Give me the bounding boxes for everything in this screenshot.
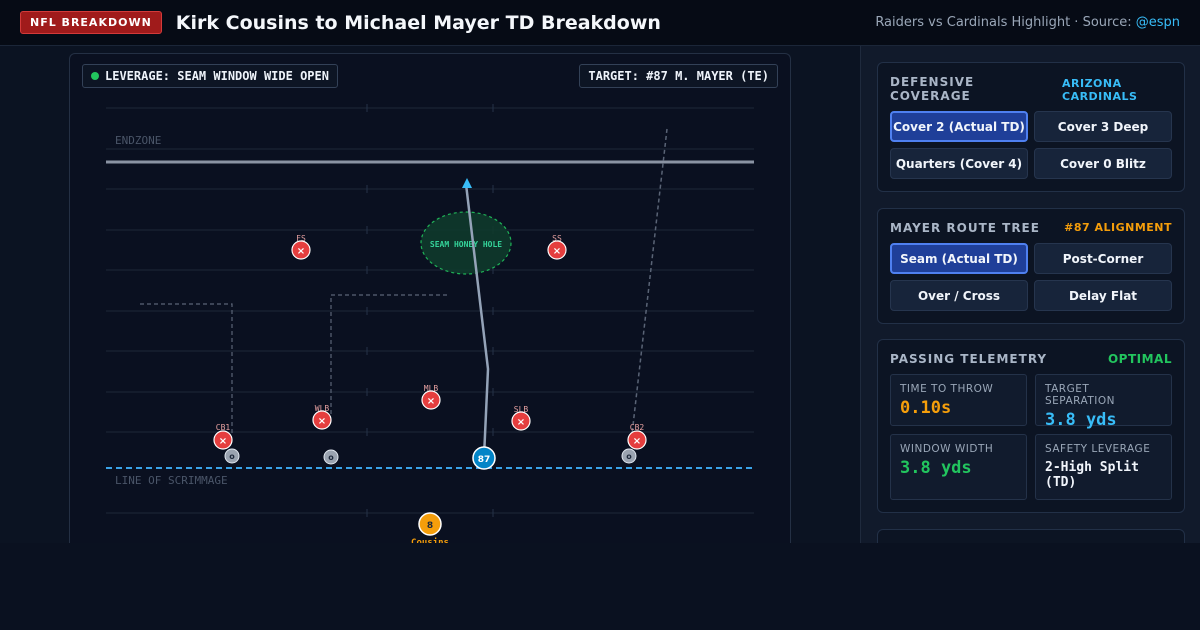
coverage-tag: ARIZONA CARDINALS <box>1062 77 1138 103</box>
coverage-title: DEFENSIVE COVERAGE <box>890 75 975 103</box>
route-card: MAYER ROUTE TREE #87 ALIGNMENT Seam (Act… <box>877 208 1185 324</box>
defender-mark: × <box>427 396 435 407</box>
cb1-zone-path <box>140 303 233 434</box>
defender-mark: × <box>517 417 525 428</box>
metric-window-width: WINDOW WIDTH 3.8 yds <box>890 434 1027 500</box>
hash-marks <box>366 104 494 517</box>
metric-value: 0.10s <box>900 398 952 418</box>
target-chip: TARGET: #87 M. MAYER (TE) <box>579 64 778 88</box>
coverage-option-cover-3[interactable]: Cover 3 Deep <box>1034 111 1172 142</box>
offense-player-right[interactable]: o <box>621 448 637 464</box>
offense-player-inside[interactable]: o <box>323 449 339 465</box>
metric-label: WINDOW WIDTH <box>900 443 994 455</box>
cb2-route-path <box>631 128 668 435</box>
defender-mark: × <box>297 246 305 257</box>
receiver-mayer[interactable]: 87 <box>472 446 496 470</box>
leverage-chip: LEVERAGE: SEAM WINDOW WIDE OPEN <box>82 64 338 88</box>
source-line: Raiders vs Cardinals Highlight · Source:… <box>875 15 1180 30</box>
route-option-seam[interactable]: Seam (Actual TD) <box>890 243 1028 274</box>
page-footer-area <box>0 543 1200 630</box>
defender-fs[interactable]: FS × <box>291 234 311 260</box>
source-link[interactable]: @espn <box>1135 15 1180 30</box>
wlb-zone-path <box>330 294 447 414</box>
defender-mark: × <box>633 436 641 447</box>
seam-zone-label: SEAM HONEY HOLE <box>430 240 502 249</box>
next-card <box>877 529 1185 543</box>
control-panel: DEFENSIVE COVERAGE ARIZONA CARDINALS Cov… <box>860 46 1200 543</box>
source-text: Raiders vs Cardinals Highlight · Source: <box>875 15 1136 30</box>
player-mark: o <box>328 453 334 462</box>
top-bar: NFL BREAKDOWN Kirk Cousins to Michael Ma… <box>0 0 1200 46</box>
play-diagram: ENDZONE LINE OF SCRIMMAGE SEAM HONEY HOL… <box>69 53 791 553</box>
coverage-card: DEFENSIVE COVERAGE ARIZONA CARDINALS Cov… <box>877 62 1185 192</box>
leverage-text: LEVERAGE: SEAM WINDOW WIDE OPEN <box>105 69 329 83</box>
quarterback-cousins[interactable]: 8 Cousins <box>411 512 449 548</box>
defender-label: FS <box>296 234 306 243</box>
metric-time-to-throw: TIME TO THROW 0.10s <box>890 374 1027 426</box>
defender-label: WLB <box>315 404 330 413</box>
offense-player-left[interactable]: o <box>224 448 240 464</box>
defender-label: MLB <box>424 384 439 393</box>
defender-label: SLB <box>514 405 529 414</box>
defender-mark: × <box>219 436 227 447</box>
metric-label: TIME TO THROW <box>900 383 994 395</box>
endzone-label: ENDZONE <box>115 134 161 147</box>
defender-label: CB1 <box>216 423 231 432</box>
route-title: MAYER ROUTE TREE <box>890 221 1040 235</box>
metric-value: 2-High Split (TD) <box>1045 460 1139 490</box>
coverage-option-cover-0[interactable]: Cover 0 Blitz <box>1034 148 1172 179</box>
coverage-option-quarters[interactable]: Quarters (Cover 4) <box>890 148 1028 179</box>
metric-safety-leverage: SAFETY LEVERAGE 2-High Split (TD) <box>1035 434 1172 500</box>
mayer-route <box>464 183 490 458</box>
player-mark: o <box>229 452 235 461</box>
defender-cb1[interactable]: CB1 × <box>213 423 233 450</box>
route-arrow <box>462 178 472 188</box>
telemetry-title: PASSING TELEMETRY <box>890 352 1048 366</box>
route-tag: #87 ALIGNMENT <box>1064 221 1172 234</box>
player-mark: o <box>626 452 632 461</box>
metric-label: TARGET SEPARATION <box>1045 383 1116 407</box>
defender-mlb[interactable]: MLB × <box>421 384 441 410</box>
qb-number: 8 <box>427 521 433 531</box>
field-svg: ENDZONE LINE OF SCRIMMAGE SEAM HONEY HOL… <box>106 104 754 548</box>
los-label: LINE OF SCRIMMAGE <box>115 474 228 487</box>
defender-mark: × <box>553 246 561 257</box>
metric-target-separation: TARGET SEPARATION 3.8 yds <box>1035 374 1172 430</box>
metric-value: 3.8 yds <box>1045 410 1117 430</box>
seam-zone <box>420 211 512 275</box>
metric-value: 3.8 yds <box>900 458 972 478</box>
metric-label: SAFETY LEVERAGE <box>1045 443 1151 455</box>
route-option-delay-flat[interactable]: Delay Flat <box>1034 280 1172 311</box>
qb-name: Cousins <box>411 537 449 548</box>
defender-wlb[interactable]: WLB × <box>312 404 332 430</box>
defender-label: SS <box>552 234 562 243</box>
defender-ss[interactable]: SS × <box>547 234 567 260</box>
defender-slb[interactable]: SLB × <box>511 405 531 431</box>
page-title: Kirk Cousins to Michael Mayer TD Breakdo… <box>175 11 661 34</box>
yard-lines <box>106 107 754 514</box>
receiver-number: 87 <box>478 455 491 465</box>
category-badge: NFL BREAKDOWN <box>20 11 162 34</box>
status-dot-icon <box>91 72 99 80</box>
field-panel: ENDZONE LINE OF SCRIMMAGE SEAM HONEY HOL… <box>0 46 860 553</box>
route-option-over-cross[interactable]: Over / Cross <box>890 280 1028 311</box>
route-option-post-corner[interactable]: Post-Corner <box>1034 243 1172 274</box>
defender-cb2[interactable]: CB2 × <box>627 423 647 450</box>
defender-mark: × <box>318 416 326 427</box>
telemetry-status: OPTIMAL <box>1107 352 1172 366</box>
coverage-option-cover-2[interactable]: Cover 2 (Actual TD) <box>890 111 1028 142</box>
telemetry-card: PASSING TELEMETRY OPTIMAL TIME TO THROW … <box>877 339 1185 513</box>
defender-label: CB2 <box>630 423 645 432</box>
